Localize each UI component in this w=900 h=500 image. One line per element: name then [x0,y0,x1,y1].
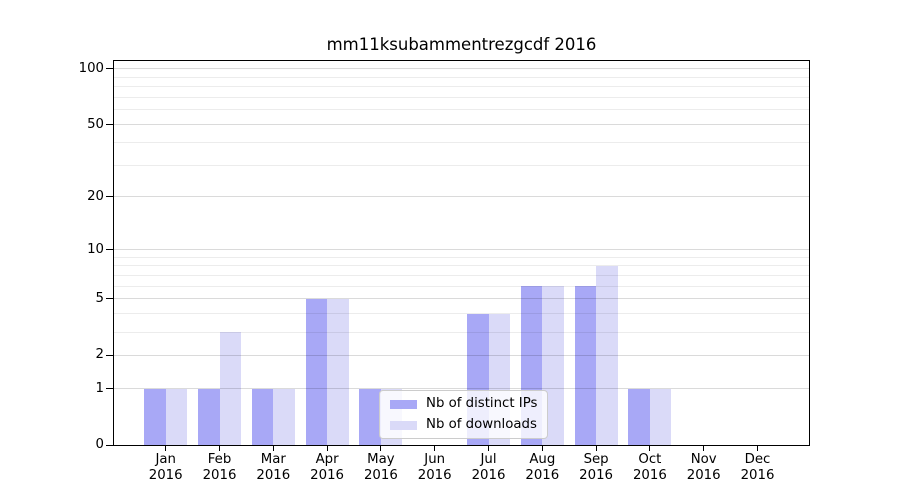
x-tick [757,445,758,451]
bar-downloads [649,388,672,445]
y-gridline-minor [114,141,809,143]
x-tick-label: Dec 2016 [740,452,775,483]
chart-title: mm11ksubammentrezgcdf 2016 [326,35,597,54]
y-tick [106,354,113,356]
y-gridline-minor [114,97,809,99]
bar-downloads [165,388,188,445]
y-gridline-minor [114,109,809,111]
x-tick [272,445,274,451]
legend-label-distinct-ips: Nb of distinct IPs [426,396,538,411]
x-tick [595,445,597,451]
y-tick-label: 100 [78,60,104,76]
y-gridline-minor [114,256,809,258]
x-tick-label: Mar 2016 [256,452,291,483]
y-tick-label: 20 [87,188,104,204]
y-tick [106,68,113,70]
y-gridline-major [114,388,809,389]
x-tick [649,445,651,451]
x-tick-label: Nov 2016 [686,452,721,483]
y-gridline-minor [114,275,809,277]
y-tick-label: 50 [87,116,104,132]
legend-swatch-downloads [390,420,417,430]
x-tick-label: Feb 2016 [202,452,237,483]
y-tick [106,124,113,126]
x-tick [219,445,220,451]
y-tick-label: 1 [95,380,104,396]
bar-distinct-ips [359,388,381,445]
legend-label-downloads: Nb of downloads [426,417,537,432]
x-tick-label: Oct 2016 [632,452,667,483]
x-tick [703,445,705,451]
bar-distinct-ips [574,286,597,445]
x-tick [488,445,489,451]
bar-downloads [327,298,349,445]
x-tick-label: Apr 2016 [310,452,345,483]
x-tick [326,445,328,451]
bar-distinct-ips [628,388,650,445]
legend-item-downloads: Nb of downloads [390,417,537,433]
x-tick-label: Jun 2016 [417,452,452,483]
plot-area: Nb of distinct IPs Nb of downloads [113,60,810,446]
bar-distinct-ips [305,298,328,445]
y-tick [106,388,113,389]
x-tick-label: May 2016 [363,452,398,483]
x-tick [434,445,436,451]
y-tick-label: 5 [95,290,104,306]
y-gridline-major [114,68,809,70]
y-gridline-minor [114,313,809,315]
y-gridline-major [114,354,809,356]
legend-item-distinct-ips: Nb of distinct IPs [390,396,537,412]
bar-downloads [273,388,295,445]
bar-distinct-ips [144,388,166,445]
y-tick [106,196,113,198]
legend: Nb of distinct IPs Nb of downloads [379,390,549,439]
x-tick [165,445,167,451]
y-gridline-minor [114,164,809,166]
y-gridline-minor [114,285,809,287]
y-tick [106,298,113,300]
x-tick-label: Jul 2016 [471,452,506,483]
y-gridline-minor [114,86,809,88]
y-tick [106,444,113,446]
y-gridline-major [114,249,809,251]
y-tick-label: 10 [87,241,104,257]
y-gridline-major [114,124,809,126]
x-tick-label: Aug 2016 [525,452,560,483]
y-tick [106,249,113,251]
y-tick-label: 2 [95,347,104,363]
bar-distinct-ips [198,388,220,445]
y-tick-label: 0 [95,437,104,452]
grid-layer [114,61,809,445]
x-tick-label: Sep 2016 [579,452,614,483]
y-gridline-minor [114,331,809,333]
y-gridline-minor [114,76,809,78]
bar-downloads [219,332,241,445]
x-tick [541,445,543,451]
y-gridline-minor [114,265,809,267]
y-gridline-major [114,196,809,198]
bar-distinct-ips [251,388,274,445]
legend-swatch-distinct-ips [390,399,417,409]
x-tick-label: Jan 2016 [148,452,183,483]
y-gridline-major [114,298,809,300]
x-tick [380,445,382,451]
bar-downloads [596,265,618,445]
